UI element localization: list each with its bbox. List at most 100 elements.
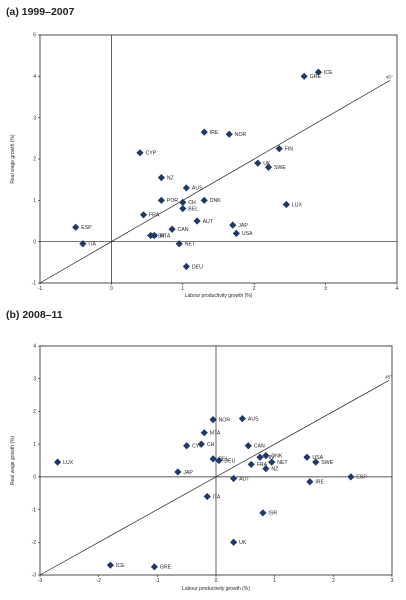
data-label-dnk: DNK — [210, 198, 221, 204]
data-label-usa: USA — [312, 455, 323, 461]
x-tick-label: 3 — [324, 286, 327, 292]
data-label-ire: IRE — [210, 130, 219, 136]
data-point-fin — [256, 453, 264, 461]
data-label-net: NET — [277, 460, 288, 466]
data-point-uk — [254, 159, 262, 167]
data-label-aus: AUS — [248, 416, 259, 422]
x-tick-label: 4 — [396, 286, 399, 292]
data-point-nor — [225, 130, 233, 138]
chart-title: (a) 1999–2007 — [6, 6, 75, 18]
data-label-mta: MTA — [210, 430, 221, 436]
data-label-aus: AUS — [192, 186, 203, 192]
data-point-nz — [157, 174, 165, 182]
data-point-esp — [347, 473, 355, 481]
data-label-deu: DEU — [192, 264, 203, 270]
data-point-mta — [200, 429, 208, 437]
data-point-can — [244, 442, 252, 450]
x-tick-label: -1 — [38, 286, 43, 292]
x-axis-label: Labour productivity growth (%) — [185, 293, 253, 299]
data-point-aut — [230, 474, 238, 483]
data-point-ire — [200, 128, 208, 136]
data-label-nz: NZ — [167, 175, 174, 181]
data-label-cyp: CYP — [145, 151, 156, 157]
data-point-jap — [229, 221, 237, 229]
data-label-gre: GRE — [160, 565, 172, 571]
data-label-uk: UK — [263, 161, 271, 167]
chart-title: (b) 2008–11 — [6, 309, 63, 321]
x-tick-label: -1 — [155, 578, 160, 584]
data-point-esp — [72, 223, 80, 231]
data-point-aus — [238, 415, 246, 423]
x-tick-label: 2 — [332, 578, 335, 584]
data-point-ire — [306, 478, 314, 486]
data-label-nor: NOR — [219, 417, 231, 423]
data-point-gre — [150, 563, 158, 571]
data-label-aut: AUT — [203, 219, 214, 225]
data-label-nor: NOR — [235, 132, 247, 138]
y-axis-label: Real wage growth (%) — [10, 436, 16, 486]
data-label-cyp: CYP — [192, 444, 203, 450]
data-label-gre: GRE — [310, 74, 322, 80]
data-point-dnk — [262, 451, 270, 460]
y-tick-label: -1 — [32, 281, 37, 287]
x-tick-label: -2 — [96, 578, 101, 584]
chart-panel-a: (a) 1999–2007 -1 0 1 2 3 4 -1 0 1 2 3 4 5 Labour prod… — [6, 6, 399, 299]
chart-panel-b: (b) 2008–11 -3 -2 -1 0 1 2 3 -3 -2 -1 0 1 2 3 4 Labour … — [0, 300, 406, 600]
data-point-aus — [182, 184, 190, 192]
data-label-bel: BEL — [219, 457, 229, 463]
data-point-usa — [232, 229, 240, 237]
y-tick-label: 1 — [33, 198, 36, 204]
y-tick-label: 3 — [33, 376, 36, 382]
data-point-usa — [303, 453, 311, 461]
data-point-por — [157, 196, 165, 204]
data-label-deu: DEU — [224, 458, 235, 464]
data-label-lux: LUX — [63, 460, 74, 466]
data-point-aut — [193, 217, 201, 225]
data-label-can: CAN — [254, 444, 265, 450]
data-point-fra — [247, 460, 255, 469]
data-label-ch: CH — [207, 442, 215, 448]
y-tick-label: 4 — [33, 344, 36, 350]
x-axis-label: Labour productivity growth (%) — [182, 586, 250, 592]
data-point-dnk — [200, 196, 208, 204]
data-point-cyp — [183, 442, 191, 450]
scatter-chart-1999-2007: -1 0 1 2 3 4 -1 0 1 2 3 4 5 Labour productivity growt… — [10, 33, 399, 299]
data-point-mta — [150, 231, 158, 240]
data-point-ice — [106, 561, 114, 569]
x-tick-label: 1 — [181, 286, 184, 292]
data-label-swe: SWE — [274, 165, 286, 171]
data-label-usa: USA — [242, 231, 253, 237]
x-tick-label: 1 — [273, 578, 276, 584]
data-point-nor — [209, 416, 217, 424]
reference-line-45 — [39, 80, 391, 284]
y-tick-label: -1 — [32, 507, 37, 513]
y-tick-label: 2 — [33, 157, 36, 163]
y-tick-label: 0 — [33, 239, 36, 245]
x-tick-label: 2 — [253, 286, 256, 292]
x-tick-label: -3 — [38, 578, 43, 584]
data-label-mta: MTA — [160, 233, 171, 239]
scatter-chart-2008-2011: -3 -2 -1 0 1 2 3 -3 -2 -1 0 1 2 3 4 Labour productivity… — [10, 344, 394, 592]
y-tick-label: -2 — [32, 540, 37, 546]
data-point-ita — [203, 492, 211, 501]
data-point-can — [168, 225, 176, 233]
data-label-uk: UK — [239, 540, 247, 546]
reference-line-label: 45° — [385, 374, 392, 379]
data-point-bel — [209, 455, 217, 463]
y-tick-label: 3 — [33, 115, 36, 121]
data-label-isr: ISR — [156, 233, 165, 239]
data-label-jap: JAP — [183, 470, 193, 476]
data-label-aut: AUT — [239, 476, 250, 482]
y-tick-label: 4 — [33, 74, 36, 80]
data-point-ch — [179, 198, 187, 206]
data-point-deu — [215, 456, 223, 465]
y-tick-label: 2 — [33, 409, 36, 415]
data-point-cyp — [136, 149, 144, 157]
data-point-uk — [230, 538, 238, 546]
data-label-nz: NZ — [271, 466, 278, 472]
reference-line-45 — [39, 380, 390, 576]
data-point-bel — [179, 205, 187, 213]
data-label-fin: FIN — [285, 146, 294, 152]
x-tick-label: 0 — [110, 286, 113, 292]
data-label-dnk: DNK — [271, 453, 282, 459]
